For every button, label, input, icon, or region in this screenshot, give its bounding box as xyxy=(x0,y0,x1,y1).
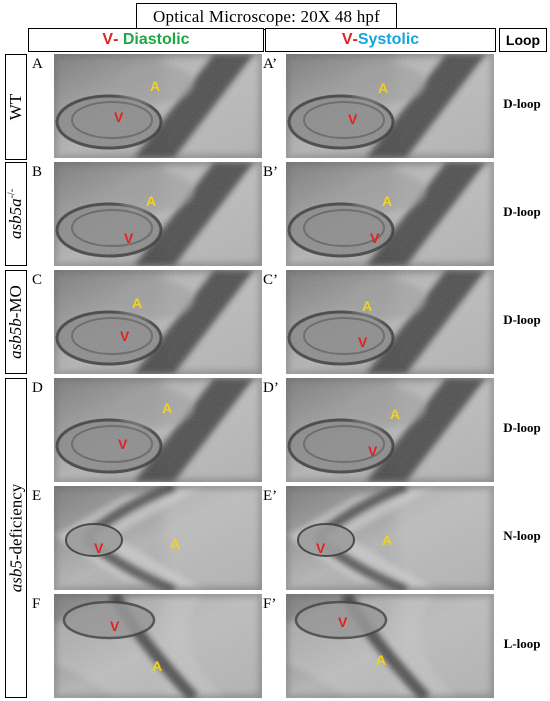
figure-title: Optical Microscope: 20X 48 hpf xyxy=(136,3,397,30)
atrium-label: A xyxy=(152,658,163,674)
header-diastolic-sep: - xyxy=(113,31,123,48)
panel-label-5-diastolic: E xyxy=(32,488,42,504)
ventricle-label: V xyxy=(94,540,104,556)
micrograph-image xyxy=(286,486,494,590)
micrograph-image xyxy=(286,162,494,266)
loop-type-label: D-loop xyxy=(503,96,541,111)
loop-type-label: D-loop xyxy=(503,420,541,435)
atrium-label: A xyxy=(132,295,143,311)
loop-type-label: D-loop xyxy=(503,312,541,327)
ventricle-label: V xyxy=(110,618,120,634)
row-label-asb5-rest: -deficiency xyxy=(6,483,26,561)
micrograph-image xyxy=(54,486,262,590)
header-systolic-sep: - xyxy=(352,31,358,48)
panel-label-5-systolic: E’ xyxy=(263,488,278,504)
ventricle-label: V xyxy=(370,230,380,246)
ventricle-label: V xyxy=(120,328,130,344)
ventricle-label: V xyxy=(358,334,368,350)
header-diastolic-word: Diastolic xyxy=(122,31,190,48)
loop-type-label: D-loop xyxy=(503,204,541,219)
ventricle-label: V xyxy=(368,443,378,459)
header-diastolic: V- Diastolic xyxy=(28,28,264,52)
panel-label-3-systolic: C’ xyxy=(263,272,278,288)
ventricle-label: V xyxy=(338,614,348,630)
ventricle-label: V xyxy=(118,436,128,452)
atrium-label: A xyxy=(162,400,173,416)
micrograph-image xyxy=(54,54,262,158)
panel-label-4-systolic: D’ xyxy=(263,380,279,396)
header-systolic-word: Systolic xyxy=(357,31,420,48)
atrium-label: A xyxy=(362,298,373,314)
row-label-asb5b-rest: -MO xyxy=(6,285,25,319)
header-loop: Loop xyxy=(499,28,547,52)
header-systolic-v: V xyxy=(341,31,353,48)
micrograph-image xyxy=(286,54,494,158)
atrium-label: A xyxy=(150,78,161,94)
panel-label-4-diastolic: D xyxy=(32,380,43,396)
atrium-label: A xyxy=(382,532,393,548)
atrium-label: A xyxy=(146,193,157,209)
micrograph-image xyxy=(54,162,262,266)
header-systolic: V - Systolic xyxy=(265,28,496,52)
row-label-asb5-deficiency: asb5-deficiency xyxy=(5,378,27,698)
row-label-asb5-gene: asb5 xyxy=(6,560,26,593)
loop-type-label: L-loop xyxy=(503,636,541,651)
micrograph-image xyxy=(54,594,262,698)
ventricle-label: V xyxy=(114,109,124,125)
row-label-wt-text: WT xyxy=(6,93,25,121)
header-diastolic-v: V xyxy=(102,31,114,48)
micrograph-image xyxy=(286,594,494,698)
row-label-asb5a-gene: asb5a xyxy=(6,198,26,240)
panel-label-2-diastolic: B xyxy=(32,164,43,180)
loop-type-label: N-loop xyxy=(503,528,541,543)
micrograph-image xyxy=(54,378,262,482)
panel-label-1-diastolic: A xyxy=(32,56,43,72)
panel-label-1-systolic: A’ xyxy=(263,56,278,72)
atrium-label: A xyxy=(376,652,387,668)
atrium-label: A xyxy=(390,406,401,422)
panel-label-3-diastolic: C xyxy=(32,272,43,288)
ventricle-label: V xyxy=(348,111,358,127)
ventricle-label: V xyxy=(124,230,134,246)
micrograph-image xyxy=(286,270,494,374)
row-label-asb5a: asb5a-/- xyxy=(5,162,27,266)
row-label-asb5b-mo: asb5b-MO xyxy=(5,270,27,374)
row-label-wt: WT xyxy=(5,54,27,160)
row-label-asb5b-gene: asb5b xyxy=(6,318,25,359)
panel-label-2-systolic: B’ xyxy=(263,164,278,180)
row-label-asb5a-sup: -/- xyxy=(6,188,18,199)
panel-label-6-systolic: F’ xyxy=(263,596,277,612)
ventricle-label: V xyxy=(316,540,326,556)
atrium-label: A xyxy=(170,536,181,552)
micrograph-image xyxy=(54,270,262,374)
panel-label-6-diastolic: F xyxy=(32,596,41,612)
atrium-label: A xyxy=(378,80,389,96)
micrograph-image xyxy=(286,378,494,482)
atrium-label: A xyxy=(382,193,393,209)
